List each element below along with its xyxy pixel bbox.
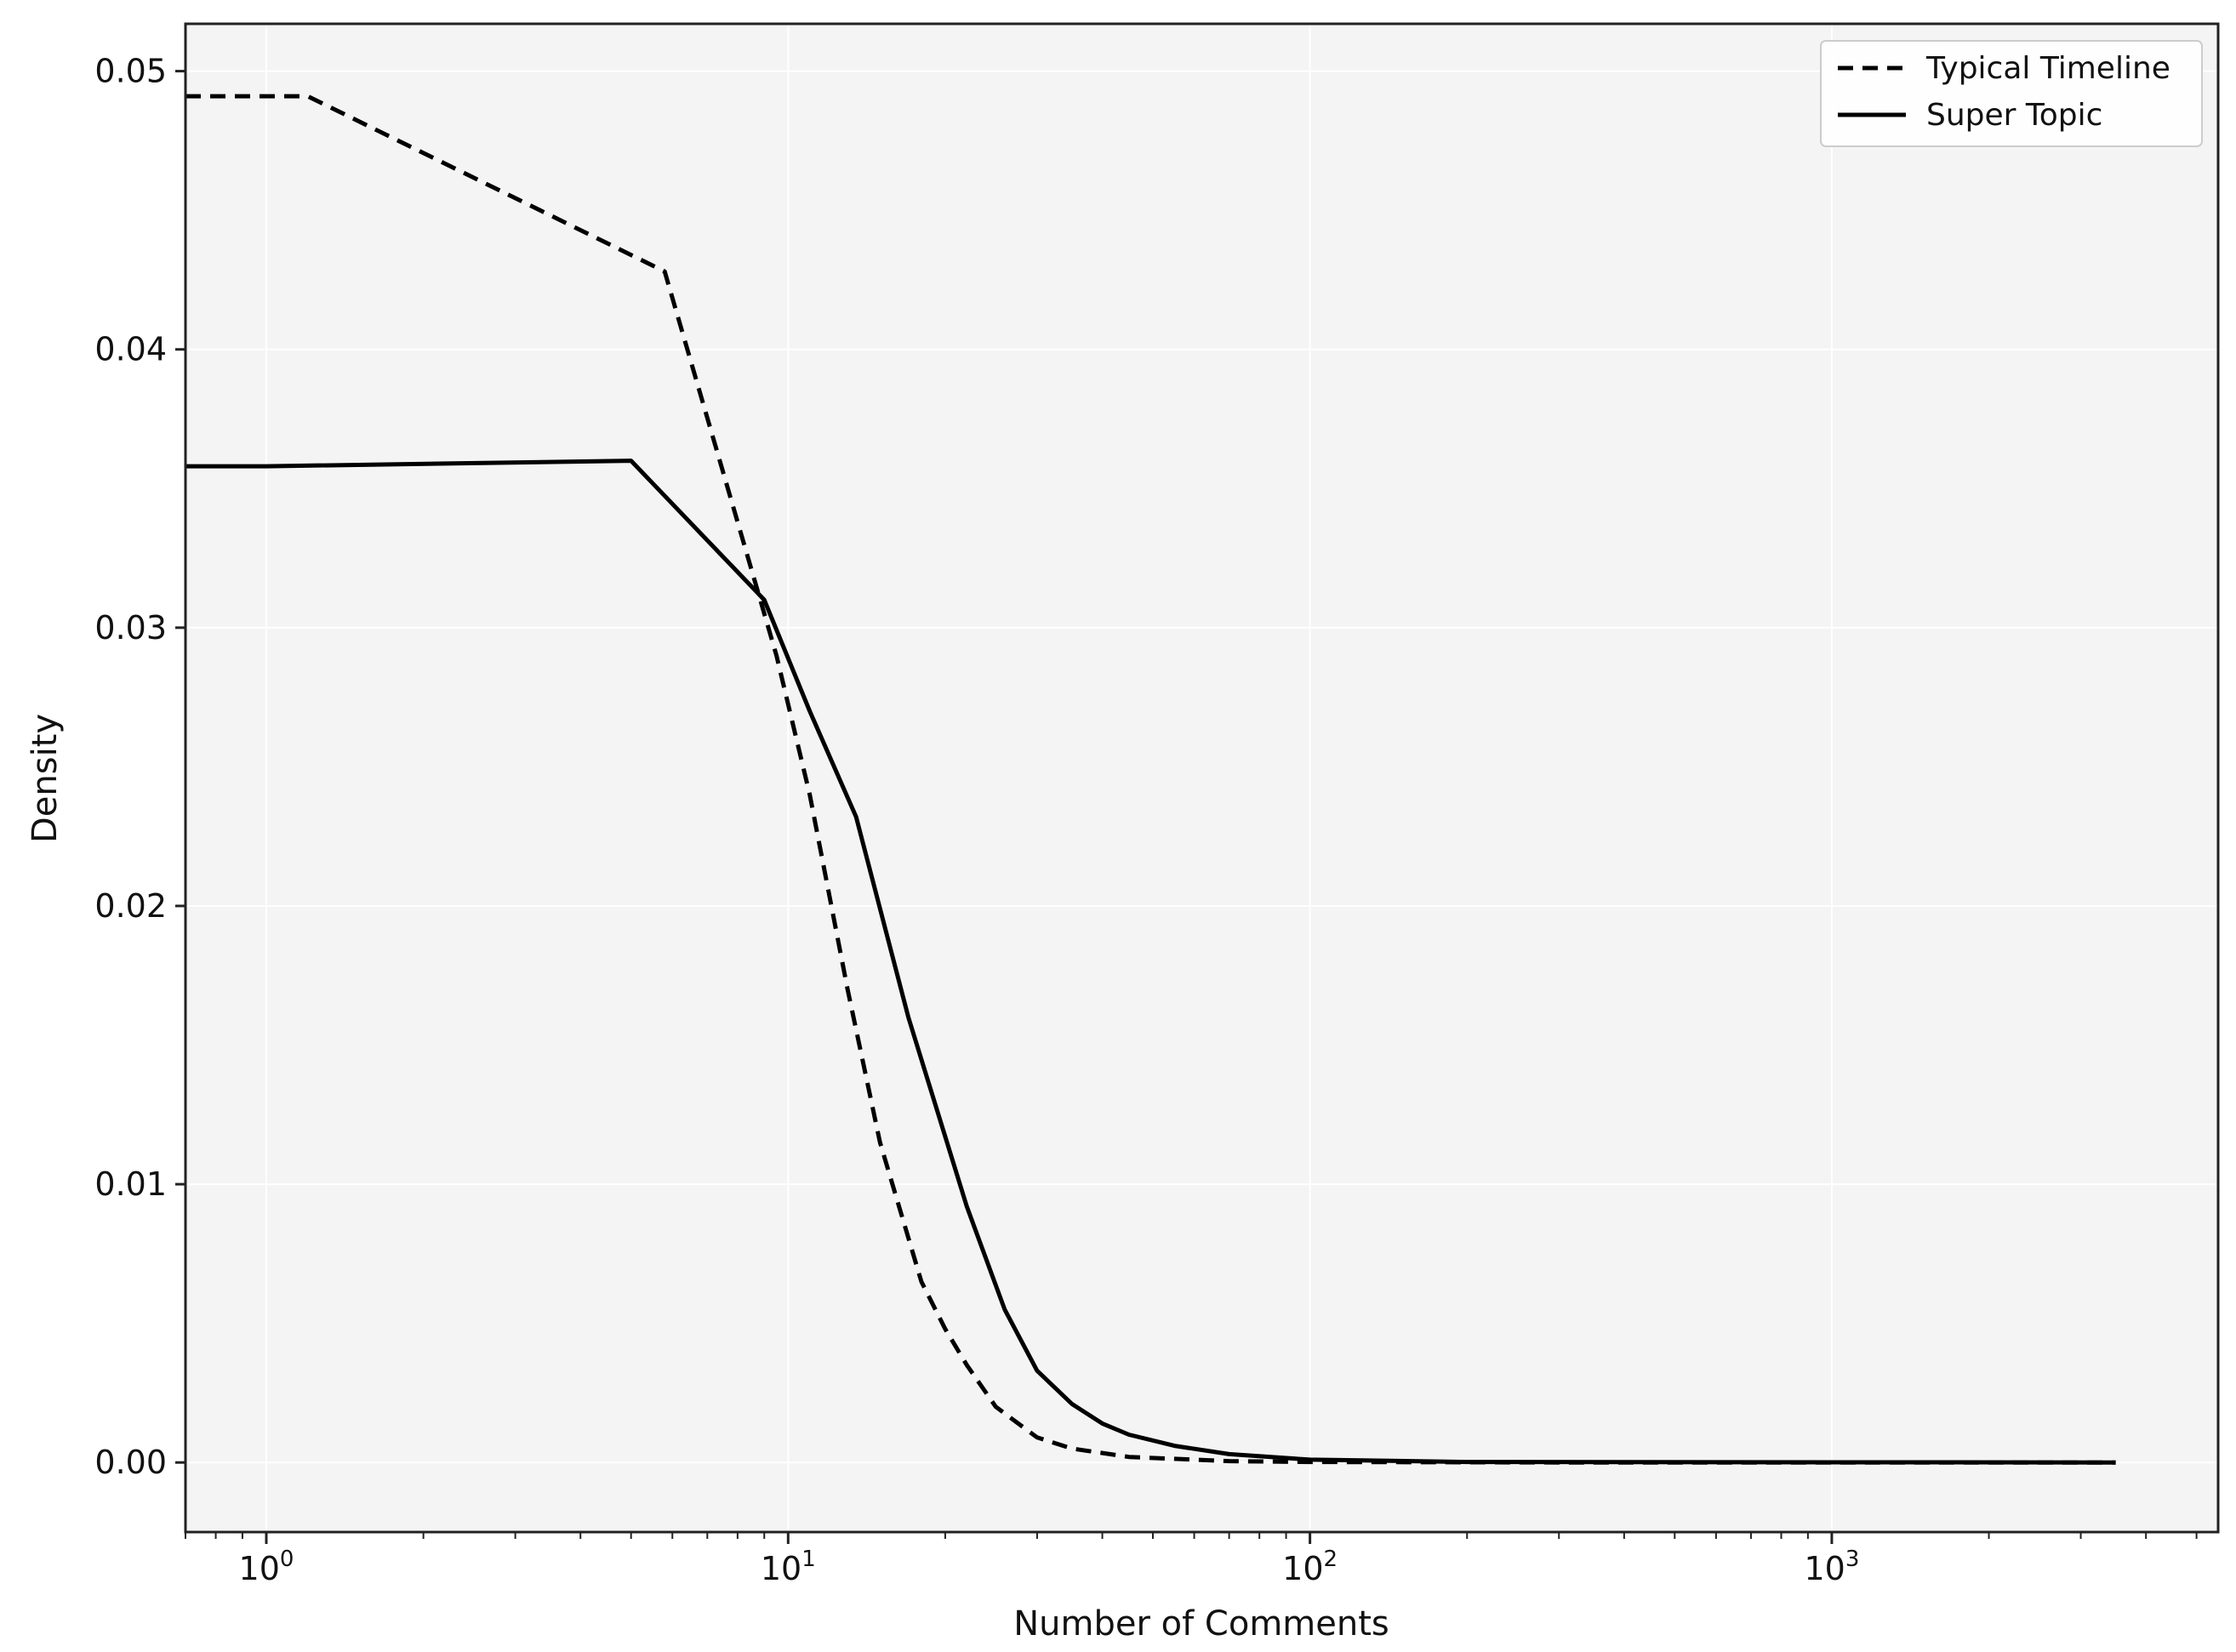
x-tick-base: 10	[1282, 1550, 1323, 1587]
legend-box	[1820, 40, 2203, 147]
grid-lines	[185, 24, 2218, 1532]
x-tick-base: 10	[1804, 1550, 1845, 1587]
x-tick-label: 102	[1282, 1547, 1338, 1587]
series-line-super-topic	[185, 459, 2116, 1465]
y-axis-title: Density	[26, 714, 65, 843]
y-tick-label: 0.03	[94, 609, 167, 647]
x-tick-exponent: 2	[1324, 1547, 1338, 1572]
plot-frame	[184, 22, 2220, 1534]
plot-area	[185, 24, 2218, 1532]
x-tick-base: 10	[239, 1550, 280, 1587]
y-tick-label: 0.04	[94, 331, 167, 368]
x-tick-exponent: 3	[1845, 1547, 1860, 1572]
legend-label-typical-timeline: Typical Timeline	[1925, 51, 2170, 86]
x-tick-label: 100	[239, 1547, 294, 1587]
x-tick-exponent: 1	[801, 1547, 816, 1572]
y-tick-label: 0.00	[94, 1444, 167, 1481]
legend: Typical Timeline Super Topic	[1820, 40, 2203, 147]
legend-label-super-topic: Super Topic	[1926, 98, 2102, 133]
x-tick-label: 103	[1804, 1547, 1859, 1587]
y-tick-label: 0.05	[94, 53, 167, 90]
x-tick-label: 101	[761, 1547, 816, 1587]
x-tick-exponent: 0	[280, 1547, 294, 1572]
series-lines	[185, 94, 2116, 1465]
y-tick-label: 0.01	[94, 1165, 167, 1203]
y-tick-label: 0.02	[94, 887, 167, 925]
x-tick-base: 10	[761, 1550, 801, 1587]
x-axis-title: Number of Comments	[1013, 1604, 1389, 1643]
